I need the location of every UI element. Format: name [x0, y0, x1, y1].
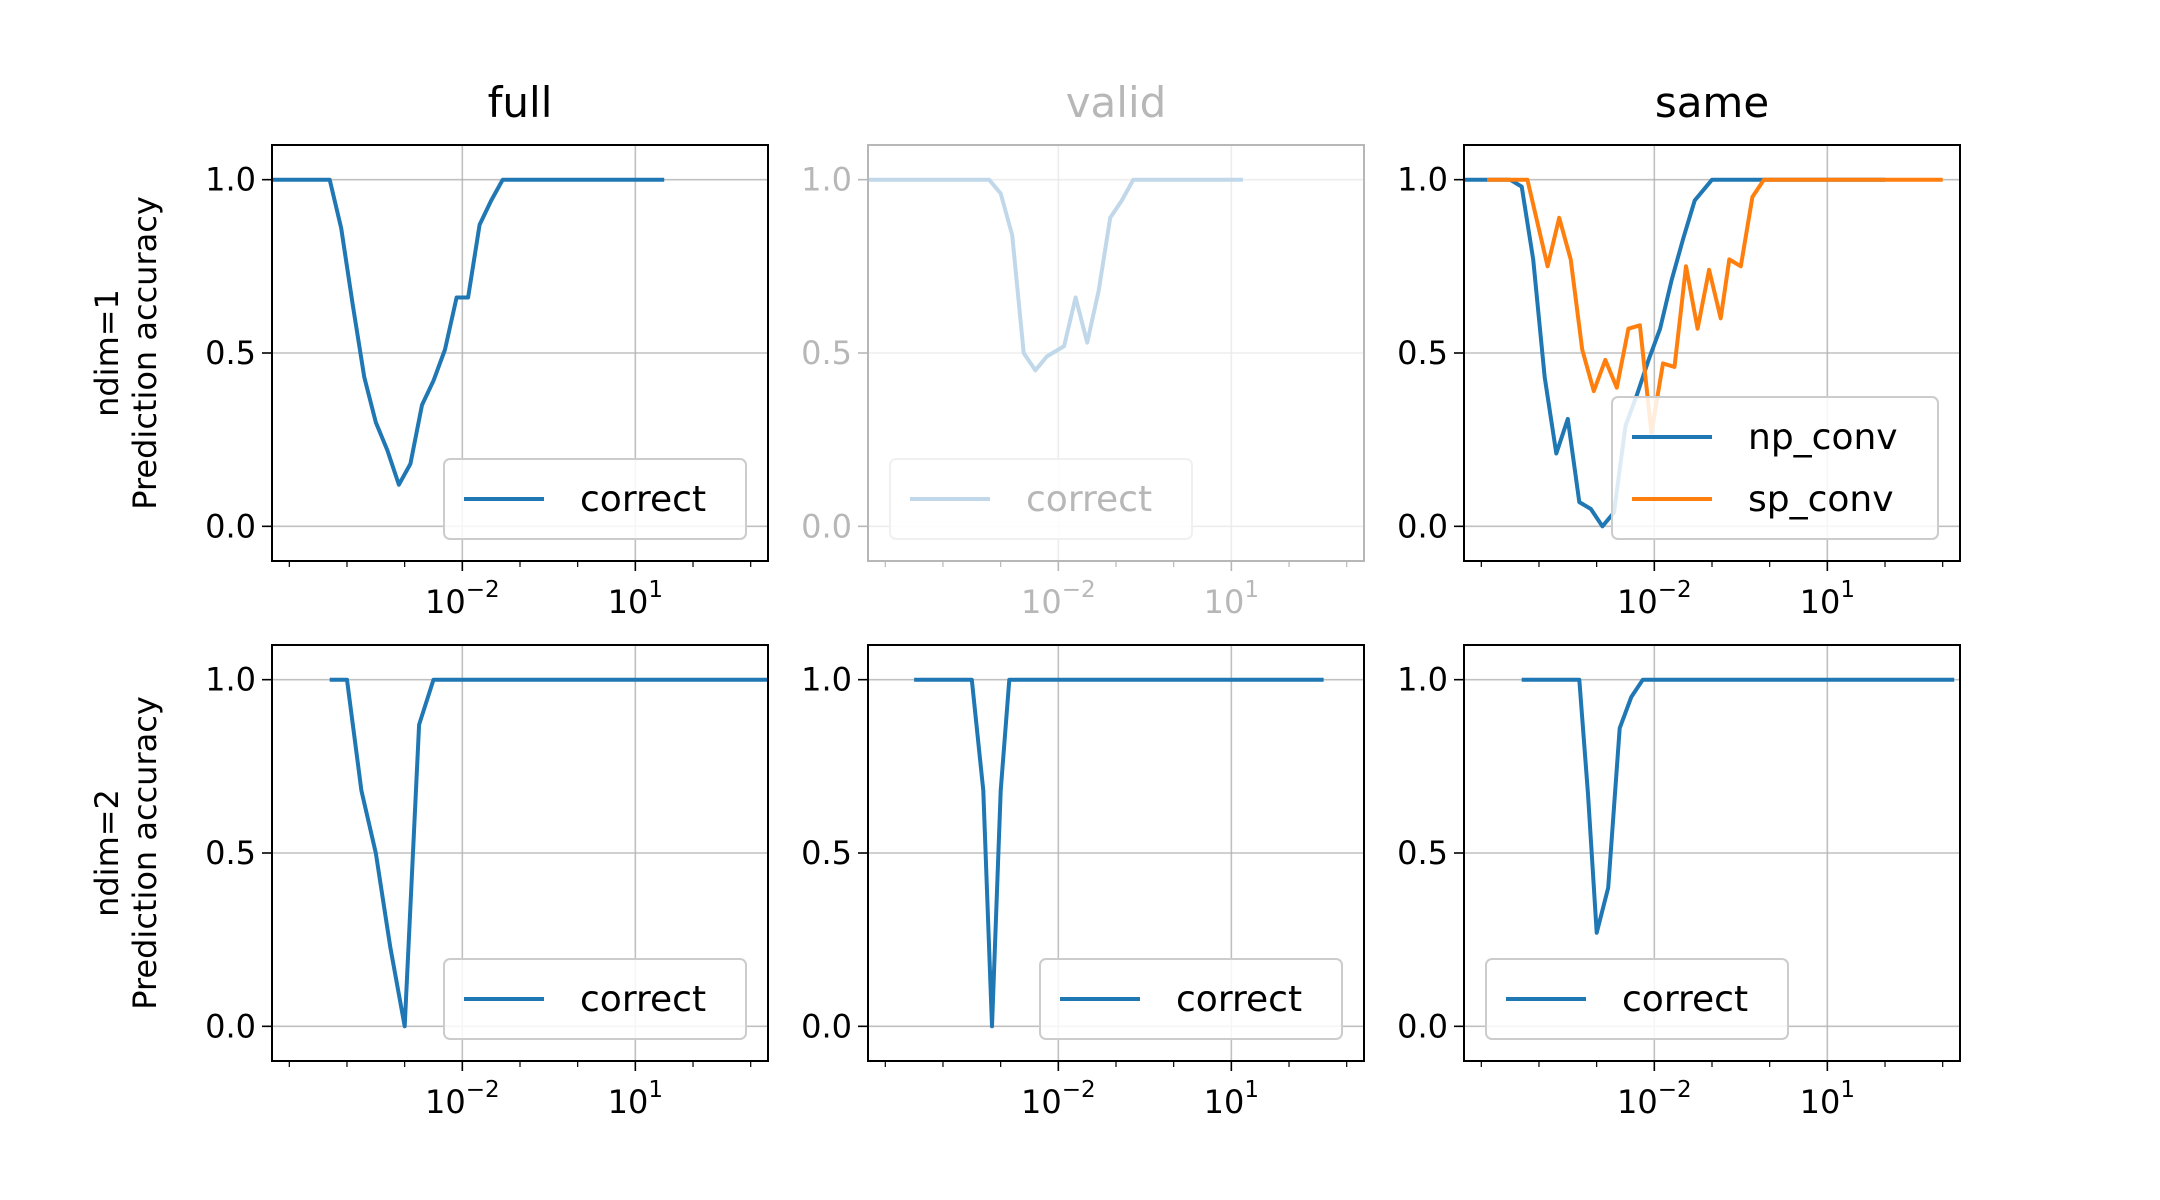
y-tick-label: 0.0: [1397, 1007, 1448, 1045]
axes-frame: [867, 644, 1365, 1062]
x-tick-label: 10−2: [1021, 577, 1096, 621]
row-label-2: Prediction accuracy: [126, 196, 164, 510]
column-title: same: [1655, 78, 1769, 127]
y-tick-label: 0.0: [801, 1007, 852, 1045]
x-tick-label: 101: [1204, 1077, 1259, 1121]
row-label-1: ndim=1: [88, 289, 126, 417]
y-tick-label: 0.5: [205, 834, 256, 872]
legend: correct: [1039, 958, 1343, 1040]
subplot-6: 0.0 0.5 1.0 10−2 101 correct: [1397, 644, 1961, 1121]
x-tick-label: 10−2: [1617, 1077, 1692, 1121]
x-tick-label: 101: [608, 1077, 663, 1121]
subplot-2: 0.0 0.5 1.0 10−2 101 correct valid: [801, 78, 1365, 621]
series-line-correct: [272, 177, 665, 487]
y-tick-label: 0.0: [801, 507, 852, 545]
legend: correct: [889, 458, 1193, 540]
y-tick-label: 0.5: [1397, 834, 1448, 872]
axes-frame: [271, 644, 769, 1062]
y-tick-label: 0.5: [1397, 334, 1448, 372]
subplot-4: 0.0 0.5 1.0 10−2 101 correct ndim=2 Prediction …: [88, 644, 769, 1121]
y-tick-label: 1.0: [801, 161, 852, 199]
row-label-2: Prediction accuracy: [126, 696, 164, 1010]
subplot-5: 0.0 0.5 1.0 10−2 101 correct: [801, 644, 1365, 1121]
legend: np_conv sp_conv: [1611, 396, 1939, 540]
y-tick-label: 0.0: [1397, 507, 1448, 545]
x-tick-label: 101: [608, 577, 663, 621]
x-tick-label: 10−2: [425, 1077, 500, 1121]
legend-label: correct: [580, 479, 706, 520]
legend: correct: [1485, 958, 1789, 1040]
legend-label: correct: [1176, 979, 1302, 1020]
legend-frame: [1611, 396, 1939, 540]
axes-frame: [1463, 144, 1961, 562]
legend-frame: [1485, 958, 1789, 1040]
subplot-3: 0.0 0.5 1.0 10−2 101 np_conv sp_conv same: [1397, 78, 1961, 621]
y-tick-label: 1.0: [1397, 161, 1448, 199]
series-line-correct: [329, 677, 768, 1029]
legend-frame: [443, 458, 747, 540]
axes-frame: [271, 144, 769, 562]
legend-frame: [1039, 958, 1343, 1040]
legend: correct: [443, 458, 747, 540]
legend: correct: [443, 958, 747, 1040]
y-tick-label: 0.0: [205, 1007, 256, 1045]
series-line-sp_conv: [1487, 177, 1943, 435]
legend-frame: [443, 958, 747, 1040]
legend-label: np_conv: [1748, 417, 1898, 458]
y-tick-label: 0.0: [205, 507, 256, 545]
x-tick-label: 10−2: [1021, 1077, 1096, 1121]
row-label-1: ndim=2: [88, 789, 126, 917]
series-line-correct: [914, 677, 1324, 1029]
x-tick-label: 101: [1204, 577, 1259, 621]
legend-label: correct: [1026, 479, 1152, 520]
x-tick-label: 10−2: [1617, 577, 1692, 621]
column-title: full: [488, 78, 553, 127]
axes-frame: [867, 144, 1365, 562]
series-line-correct: [1521, 677, 1955, 935]
legend-frame: [889, 458, 1193, 540]
y-tick-label: 0.5: [801, 334, 852, 372]
y-tick-label: 1.0: [1397, 661, 1448, 699]
legend-label: sp_conv: [1748, 479, 1894, 520]
series-line-correct: [868, 177, 1243, 373]
y-tick-label: 1.0: [801, 661, 852, 699]
legend-label: correct: [580, 979, 706, 1020]
x-tick-label: 101: [1800, 1077, 1855, 1121]
subplot-1: 0.0 0.5 1.0 10−2 101 correct full ndim=1 Predict…: [88, 78, 769, 621]
y-tick-label: 0.5: [205, 334, 256, 372]
legend-label: correct: [1622, 979, 1748, 1020]
y-tick-label: 1.0: [205, 661, 256, 699]
y-tick-label: 0.5: [801, 834, 852, 872]
axes-frame: [1463, 644, 1961, 1062]
x-tick-label: 10−2: [425, 577, 500, 621]
column-title: valid: [1066, 78, 1167, 127]
y-tick-label: 1.0: [205, 161, 256, 199]
plot-area: [868, 145, 1364, 561]
x-tick-label: 101: [1800, 577, 1855, 621]
